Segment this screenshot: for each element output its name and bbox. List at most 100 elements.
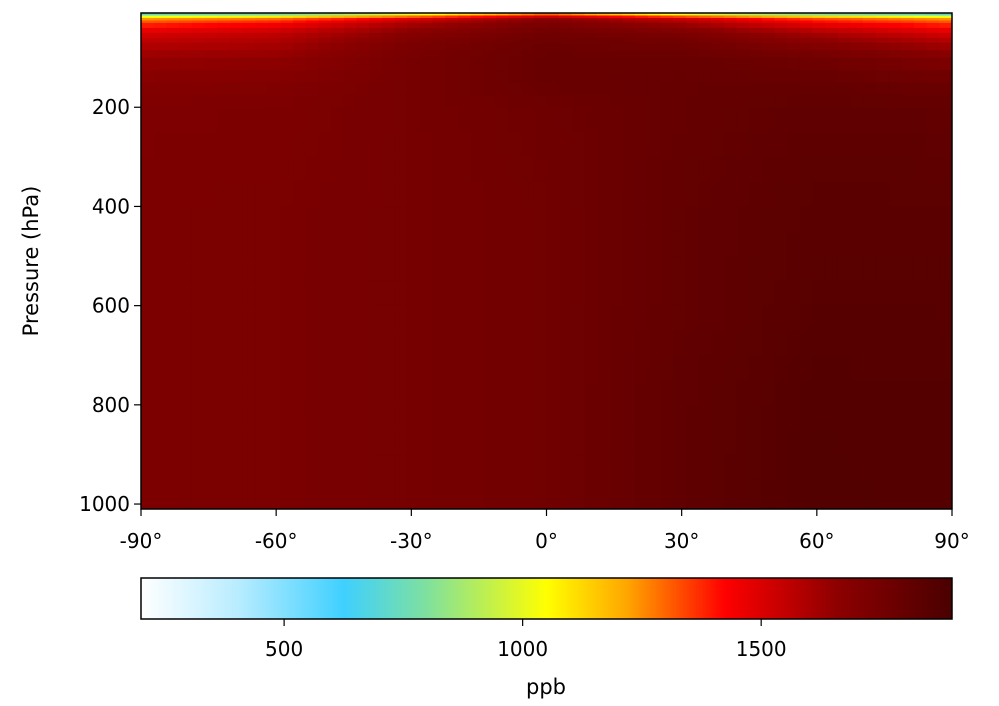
heatmap-cell: [495, 231, 510, 257]
heatmap-cell: [559, 94, 573, 108]
heatmap-cell: [660, 15, 674, 19]
heatmap-cell: [622, 256, 636, 282]
heatmap-cell: [597, 305, 611, 332]
heatmap-cell: [863, 57, 877, 71]
heatmap-cell: [381, 107, 396, 133]
heatmap-cell: [787, 355, 801, 381]
heatmap-cell: [875, 231, 890, 257]
heatmap-cell: [204, 181, 218, 208]
heatmap-cell: [495, 17, 510, 22]
heatmap-cell: [369, 15, 383, 19]
heatmap-cell: [673, 107, 687, 133]
heatmap-cell: [483, 42, 497, 51]
heatmap-cell: [331, 231, 345, 257]
heatmap-cell: [229, 454, 243, 480]
heatmap-cell: [926, 94, 940, 108]
heatmap-cell: [774, 57, 788, 71]
heatmap-cell: [533, 429, 548, 456]
heatmap-cell: [913, 231, 928, 257]
heatmap-cell: [445, 479, 459, 509]
heatmap-cell: [571, 17, 586, 22]
heatmap-cell: [736, 156, 750, 183]
heatmap-cell: [356, 94, 370, 108]
heatmap-cell: [483, 256, 497, 282]
heatmap-cell: [394, 256, 408, 282]
heatmap-cell: [888, 454, 902, 480]
heatmap-cell: [546, 70, 560, 84]
heatmap-cell: [305, 380, 319, 406]
heatmap-cell: [939, 429, 952, 456]
heatmap-cell: [432, 107, 446, 133]
heatmap-cell: [888, 280, 902, 307]
heatmap-cell: [546, 305, 560, 332]
heatmap-cell: [280, 355, 294, 381]
heatmap-cell: [901, 206, 915, 232]
heatmap-cell: [483, 82, 497, 96]
heatmap-cell: [673, 132, 687, 158]
heatmap-cell: [495, 42, 510, 51]
heatmap-cell: [191, 82, 205, 96]
heatmap-cell: [837, 50, 852, 59]
heatmap-cell: [685, 37, 700, 44]
heatmap-cell: [153, 404, 167, 431]
heatmap-cell: [204, 32, 218, 39]
heatmap-cell: [508, 17, 522, 22]
heatmap-cell: [888, 355, 902, 381]
heatmap-cell: [584, 15, 598, 19]
heatmap-cell: [799, 181, 814, 208]
heatmap-cell: [293, 94, 307, 108]
heatmap-cell: [318, 15, 332, 19]
heatmap-cell: [901, 156, 915, 183]
colorbar-label: ppb: [526, 675, 566, 699]
heatmap-cell: [191, 330, 205, 356]
heatmap-cell: [381, 206, 396, 232]
heatmap-cell: [749, 37, 763, 44]
heatmap-cell: [521, 42, 535, 51]
heatmap-cell: [217, 206, 231, 232]
heatmap-cell: [318, 37, 332, 44]
heatmap-cell: [901, 429, 915, 456]
heatmap-cell: [153, 429, 167, 456]
heatmap-cell: [521, 132, 535, 158]
heatmap-cell: [293, 42, 307, 51]
heatmap-cell: [875, 32, 890, 39]
heatmap-cell: [647, 50, 662, 59]
heatmap-cell: [242, 17, 256, 22]
heatmap-cell: [166, 82, 180, 96]
heatmap-cell: [660, 355, 674, 381]
heatmap-cell: [508, 355, 522, 381]
heatmap-cell: [635, 380, 649, 406]
heatmap-cell: [761, 70, 776, 84]
heatmap-cell: [267, 280, 281, 307]
heatmap-cell: [343, 57, 358, 71]
heatmap-cell: [913, 17, 928, 22]
heatmap-cell: [508, 305, 522, 332]
heatmap-cell: [799, 32, 814, 39]
heatmap-cell: [432, 454, 446, 480]
heatmap-cell: [622, 17, 636, 22]
heatmap-cell: [685, 330, 700, 356]
heatmap-cell: [457, 132, 472, 158]
heatmap-cell: [837, 256, 852, 282]
heatmap-cell: [685, 57, 700, 71]
heatmap-cell: [432, 82, 446, 96]
heatmap-cell: [926, 280, 940, 307]
heatmap-cell: [761, 20, 776, 24]
heatmap-cell: [331, 70, 345, 84]
heatmap-cell: [179, 32, 193, 39]
heatmap-cell: [432, 280, 446, 307]
heatmap-cell: [318, 156, 332, 183]
heatmap-cell: [381, 22, 396, 29]
heatmap-cell: [622, 20, 636, 24]
heatmap-cell: [888, 156, 902, 183]
heatmap-cell: [901, 82, 915, 96]
heatmap-cell: [597, 107, 611, 133]
heatmap-cell: [749, 32, 763, 39]
heatmap-cell: [394, 479, 408, 509]
heatmap-cell: [293, 454, 307, 480]
heatmap-cell: [597, 50, 611, 59]
heatmap-cell: [660, 330, 674, 356]
heatmap-cell: [622, 206, 636, 232]
heatmap-cell: [673, 479, 687, 509]
heatmap-cell: [508, 70, 522, 84]
